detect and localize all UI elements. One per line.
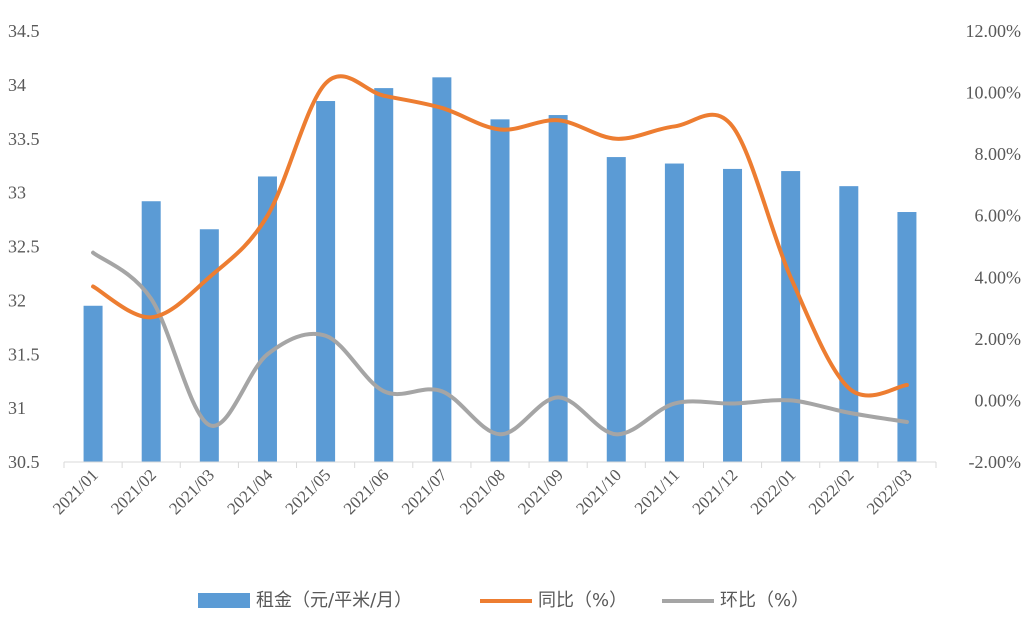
y-right-tick-label: 6.00% — [975, 206, 1022, 226]
y-left-tick-label: 34 — [8, 75, 26, 95]
x-tick-label: 2021/02 — [107, 465, 160, 518]
bar-2022-01 — [781, 171, 801, 462]
bar-2021-09 — [548, 115, 568, 463]
y-right-tick-label: 2.00% — [975, 329, 1022, 349]
x-tick-label: 2021/03 — [165, 465, 218, 518]
bar-2021-07 — [432, 77, 452, 463]
legend-label-mom: 环比（%） — [720, 590, 809, 611]
x-tick-label: 2021/05 — [282, 465, 335, 518]
y-right-tick-label: 12.00% — [966, 21, 1022, 41]
y-right-tick-label: 0.00% — [975, 390, 1022, 410]
x-tick-label: 2022/03 — [863, 465, 916, 518]
mom-line — [91, 250, 909, 437]
x-tick-label: 2021/12 — [689, 465, 742, 518]
legend-label-yoy: 同比（%） — [538, 590, 627, 611]
bar-2021-06 — [374, 88, 394, 463]
x-tick-label: 2022/02 — [805, 465, 858, 518]
x-tick-label: 2021/11 — [631, 465, 683, 517]
y-left-tick-label: 32.5 — [8, 237, 40, 257]
bar-2021-05 — [316, 101, 336, 462]
x-tick-label: 2021/09 — [514, 465, 567, 518]
y-left-tick-label: 33 — [8, 183, 26, 203]
y-right-tick-label: -2.00% — [969, 452, 1022, 472]
legend-swatch-rent — [198, 593, 250, 608]
bar-2022-03 — [897, 212, 917, 462]
y-right-tick-label: 4.00% — [975, 267, 1022, 287]
bar-2021-04 — [257, 176, 277, 462]
bar-2021-01 — [83, 305, 103, 462]
bar-2021-03 — [199, 229, 219, 462]
legend-label-rent: 租金（元/平米/月） — [256, 590, 412, 611]
x-tick-label: 2021/08 — [456, 465, 509, 518]
bar-2021-11 — [664, 163, 684, 462]
x-tick-label: 2021/07 — [398, 465, 451, 518]
yoy-line — [91, 74, 909, 398]
x-tick-label: 2021/10 — [572, 465, 625, 518]
y-left-tick-label: 31 — [8, 398, 26, 418]
bar-2022-02 — [839, 186, 859, 462]
y-left-tick-label: 33.5 — [8, 129, 40, 149]
bar-2021-12 — [723, 168, 743, 463]
bar-2021-10 — [606, 157, 626, 462]
y-right-tick-label: 10.00% — [966, 83, 1022, 103]
x-tick-label: 2022/01 — [747, 465, 800, 518]
y-left-tick-label: 31.5 — [8, 344, 40, 364]
x-tick-label: 2021/06 — [340, 465, 393, 518]
bar-2021-08 — [490, 119, 510, 462]
y-right-tick-label: 8.00% — [975, 144, 1022, 164]
y-left-tick-label: 34.5 — [8, 21, 40, 41]
bar-2021-02 — [141, 201, 161, 462]
x-tick-label: 2021/01 — [49, 465, 102, 518]
y-left-tick-label: 30.5 — [8, 452, 40, 472]
x-tick-label: 2021/04 — [223, 465, 276, 518]
y-left-tick-label: 32 — [8, 290, 26, 310]
